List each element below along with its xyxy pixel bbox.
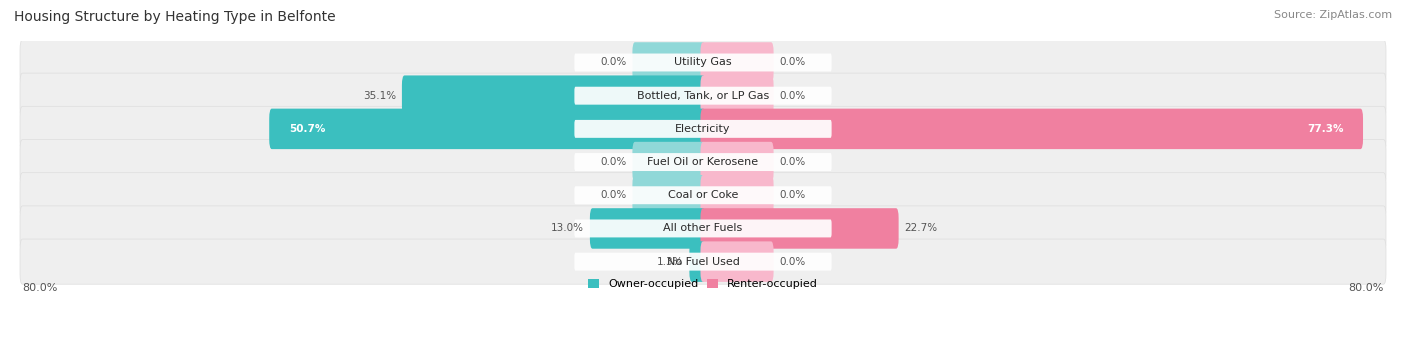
Text: Utility Gas: Utility Gas (675, 58, 731, 68)
Text: 80.0%: 80.0% (1348, 283, 1384, 293)
Text: 0.0%: 0.0% (600, 190, 627, 200)
Text: 35.1%: 35.1% (363, 91, 396, 101)
FancyBboxPatch shape (633, 142, 706, 182)
Text: 22.7%: 22.7% (904, 223, 938, 234)
Text: 50.7%: 50.7% (288, 124, 325, 134)
FancyBboxPatch shape (20, 239, 1386, 284)
Legend: Owner-occupied, Renter-occupied: Owner-occupied, Renter-occupied (588, 279, 818, 289)
Text: Electricity: Electricity (675, 124, 731, 134)
FancyBboxPatch shape (633, 175, 706, 216)
FancyBboxPatch shape (20, 139, 1386, 184)
Text: 1.3%: 1.3% (657, 257, 683, 267)
FancyBboxPatch shape (591, 208, 706, 249)
Text: 13.0%: 13.0% (551, 223, 583, 234)
Text: No Fuel Used: No Fuel Used (666, 257, 740, 267)
Text: 0.0%: 0.0% (779, 190, 806, 200)
Text: Bottled, Tank, or LP Gas: Bottled, Tank, or LP Gas (637, 91, 769, 101)
Text: 80.0%: 80.0% (22, 283, 58, 293)
Text: 0.0%: 0.0% (779, 257, 806, 267)
FancyBboxPatch shape (575, 87, 831, 105)
FancyBboxPatch shape (575, 120, 831, 138)
Text: 0.0%: 0.0% (779, 58, 806, 68)
FancyBboxPatch shape (20, 106, 1386, 151)
Text: Fuel Oil or Kerosene: Fuel Oil or Kerosene (647, 157, 759, 167)
FancyBboxPatch shape (20, 40, 1386, 85)
FancyBboxPatch shape (700, 208, 898, 249)
FancyBboxPatch shape (700, 109, 1362, 149)
FancyBboxPatch shape (700, 75, 773, 116)
FancyBboxPatch shape (402, 75, 706, 116)
FancyBboxPatch shape (575, 54, 831, 72)
Text: Source: ZipAtlas.com: Source: ZipAtlas.com (1274, 10, 1392, 20)
Text: 0.0%: 0.0% (600, 58, 627, 68)
FancyBboxPatch shape (20, 173, 1386, 218)
FancyBboxPatch shape (575, 186, 831, 204)
FancyBboxPatch shape (575, 220, 831, 237)
Text: 0.0%: 0.0% (779, 91, 806, 101)
FancyBboxPatch shape (633, 42, 706, 83)
FancyBboxPatch shape (700, 142, 773, 182)
Text: 77.3%: 77.3% (1308, 124, 1344, 134)
FancyBboxPatch shape (575, 153, 831, 171)
FancyBboxPatch shape (20, 73, 1386, 118)
FancyBboxPatch shape (575, 253, 831, 271)
Text: 0.0%: 0.0% (600, 157, 627, 167)
FancyBboxPatch shape (269, 109, 706, 149)
FancyBboxPatch shape (700, 175, 773, 216)
FancyBboxPatch shape (20, 206, 1386, 251)
FancyBboxPatch shape (700, 42, 773, 83)
Text: 0.0%: 0.0% (779, 157, 806, 167)
FancyBboxPatch shape (700, 241, 773, 282)
Text: All other Fuels: All other Fuels (664, 223, 742, 234)
Text: Coal or Coke: Coal or Coke (668, 190, 738, 200)
FancyBboxPatch shape (689, 241, 706, 282)
Text: Housing Structure by Heating Type in Belfonte: Housing Structure by Heating Type in Bel… (14, 10, 336, 24)
